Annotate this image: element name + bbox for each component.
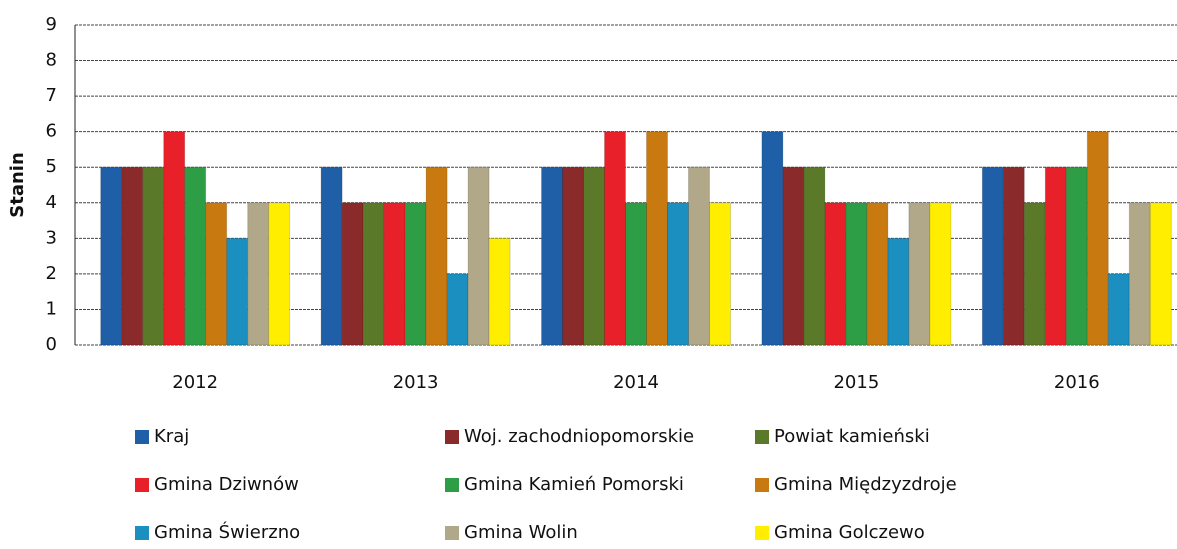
bar <box>1002 166 1025 346</box>
bar <box>226 237 249 346</box>
y-tick-label: 3 <box>46 227 57 248</box>
bar <box>667 202 689 346</box>
bar <box>866 202 889 346</box>
bar <box>604 131 626 346</box>
y-tick-label: 6 <box>46 121 57 142</box>
y-tick-label: 5 <box>46 156 57 177</box>
legend-swatch <box>445 526 459 540</box>
bar <box>362 202 385 346</box>
bar <box>803 166 826 346</box>
bar <box>1023 202 1046 346</box>
legend-label: Gmina Międzyzdroje <box>774 474 957 495</box>
bar <box>688 166 710 346</box>
bar <box>341 202 364 346</box>
x-tick-label: 2015 <box>833 372 879 393</box>
bar <box>845 202 868 346</box>
bar <box>1107 273 1130 346</box>
bar <box>908 202 931 346</box>
legend-label: Gmina Wolin <box>464 522 578 543</box>
legend-swatch <box>445 430 459 444</box>
bar <box>583 166 605 346</box>
bar <box>488 237 511 346</box>
bar <box>541 166 563 346</box>
bar <box>268 202 291 346</box>
bar <box>205 202 228 346</box>
y-tick-label: 1 <box>46 298 57 319</box>
legend-swatch <box>755 430 769 444</box>
bar <box>142 166 165 346</box>
bar <box>562 166 584 346</box>
x-tick-label: 2013 <box>393 372 439 393</box>
bar <box>100 166 123 346</box>
bar <box>1086 131 1109 346</box>
legend-swatch <box>135 478 149 492</box>
bar <box>320 166 343 346</box>
bar <box>782 166 805 346</box>
legend-swatch <box>755 478 769 492</box>
legend-label: Woj. zachodniopomorskie <box>464 426 694 447</box>
bar <box>761 131 784 346</box>
y-tick-label: 7 <box>46 85 57 106</box>
bar <box>709 202 731 346</box>
legend-swatch <box>135 430 149 444</box>
bar <box>121 166 144 346</box>
bar <box>425 166 448 346</box>
legend-label: Gmina Golczewo <box>774 522 925 543</box>
bar <box>404 202 427 346</box>
bar <box>383 202 406 346</box>
bar <box>824 202 847 346</box>
bar <box>1128 202 1151 346</box>
legend-swatch <box>135 526 149 540</box>
bar <box>446 273 469 346</box>
bar <box>887 237 910 346</box>
y-axis-label: Stanin <box>7 152 28 218</box>
bar <box>929 202 952 346</box>
bar <box>184 166 207 346</box>
bar <box>625 202 647 346</box>
bar <box>247 202 270 346</box>
y-tick-label: 9 <box>46 14 57 35</box>
x-tick-label: 2016 <box>1054 372 1100 393</box>
bar <box>1044 166 1067 346</box>
y-tick-label: 0 <box>46 334 57 355</box>
bar <box>467 166 490 346</box>
bar <box>1065 166 1088 346</box>
x-tick-label: 2014 <box>613 372 659 393</box>
legend-label: Powiat kamieński <box>774 426 930 447</box>
legend-swatch <box>755 526 769 540</box>
legend-label: Gmina Świerzno <box>154 521 300 543</box>
legend-label: Gmina Kamień Pomorski <box>464 474 684 495</box>
legend-swatch <box>445 478 459 492</box>
y-tick-label: 2 <box>46 263 57 284</box>
bar <box>646 131 668 346</box>
bar <box>1149 202 1172 346</box>
legend-label: Kraj <box>154 426 189 447</box>
y-tick-label: 8 <box>46 50 57 71</box>
bar <box>981 166 1004 346</box>
bar <box>163 131 186 346</box>
y-tick-label: 4 <box>46 192 57 213</box>
legend-label: Gmina Dziwnów <box>154 474 299 495</box>
x-tick-label: 2012 <box>172 372 218 393</box>
